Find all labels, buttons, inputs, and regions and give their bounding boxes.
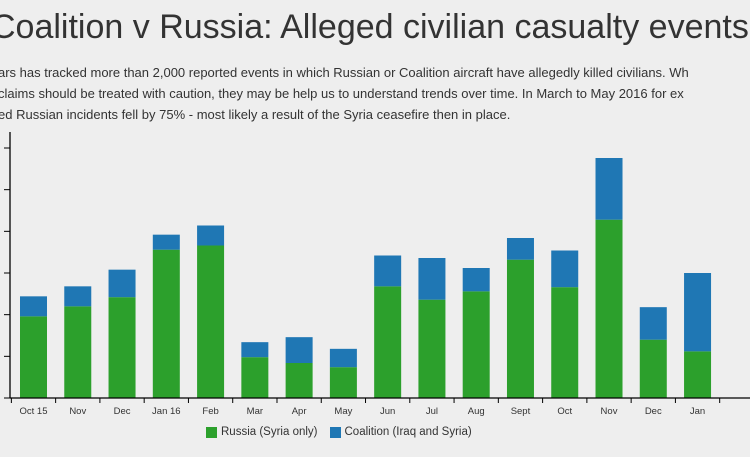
bar-russia — [551, 287, 579, 398]
bar-russia — [462, 291, 490, 398]
bar-coalition — [285, 337, 313, 363]
x-tick-label: Dec — [114, 406, 131, 417]
x-tick-label: Mar — [247, 406, 263, 417]
intro-line-3: ed Russian incidents fell by 75% - most … — [0, 107, 511, 122]
bar-russia — [20, 316, 47, 398]
intro-line-1: ars has tracked more than 2,000 reported… — [0, 65, 689, 80]
stacked-bar-chart: Oct 15 Nov Dec Jan 16 Feb Mar Apr May Jun Jul Aug S… — [4, 132, 750, 417]
bar-russia — [684, 351, 712, 398]
legend: Russia (Syria only) Coalition (Iraq and … — [206, 426, 472, 438]
x-tick-label: Oct 15 — [20, 406, 48, 417]
bar-coalition — [241, 342, 269, 358]
x-tick-label: May — [334, 406, 352, 417]
bar-russia — [329, 367, 357, 398]
bar-coalition — [684, 273, 712, 352]
x-tick-label: Oct — [557, 406, 572, 417]
bar-russia — [639, 339, 667, 398]
x-tick-label: Nov — [69, 406, 86, 417]
chart-title: Coalition v Russia: Alleged civilian cas… — [0, 8, 749, 46]
bar-coalition — [152, 234, 180, 250]
x-tick-label: Apr — [292, 406, 307, 417]
bar-russia — [506, 259, 534, 398]
x-tick-label: Jul — [426, 406, 438, 417]
x-tick-label: Nov — [601, 406, 618, 417]
legend-item-russia: Russia (Syria only) — [206, 426, 318, 438]
bar-coalition — [197, 225, 225, 246]
bar-russia — [418, 299, 446, 398]
x-tick-label: Jan — [690, 406, 705, 417]
legend-swatch-coalition — [329, 426, 341, 438]
legend-item-coalition: Coalition (Iraq and Syria) — [329, 426, 472, 438]
bar-russia — [64, 306, 92, 398]
legend-label-coalition: Coalition (Iraq and Syria) — [344, 426, 472, 438]
x-tick-label: Aug — [468, 406, 485, 417]
bar-coalition — [551, 250, 579, 288]
bar-russia — [285, 363, 313, 398]
x-tick-label: Jun — [380, 406, 395, 417]
bar-coalition — [64, 286, 92, 307]
bar-russia — [374, 286, 402, 398]
x-tick-label: Jan 16 — [152, 406, 181, 417]
x-tick-label: Sept — [511, 406, 531, 417]
bar-coalition — [639, 307, 667, 340]
bar-coalition — [418, 258, 446, 300]
x-tick-label: Feb — [202, 406, 218, 417]
bar-coalition — [20, 296, 47, 317]
bar-coalition — [374, 255, 402, 287]
bar-coalition — [595, 158, 623, 220]
intro-line-2: claims should be treated with caution, t… — [0, 86, 684, 101]
bar-coalition — [506, 238, 534, 260]
bar-coalition — [462, 268, 490, 292]
bar-russia — [108, 297, 136, 398]
bar-coalition — [329, 348, 357, 368]
x-tick-label: Dec — [645, 406, 662, 417]
bar-russia — [197, 245, 225, 398]
bar-russia — [152, 249, 180, 398]
legend-swatch-russia — [206, 426, 217, 438]
bar-coalition — [108, 269, 136, 298]
legend-label-russia: Russia (Syria only) — [221, 426, 318, 438]
bar-russia — [241, 357, 269, 398]
bar-russia — [595, 219, 623, 398]
